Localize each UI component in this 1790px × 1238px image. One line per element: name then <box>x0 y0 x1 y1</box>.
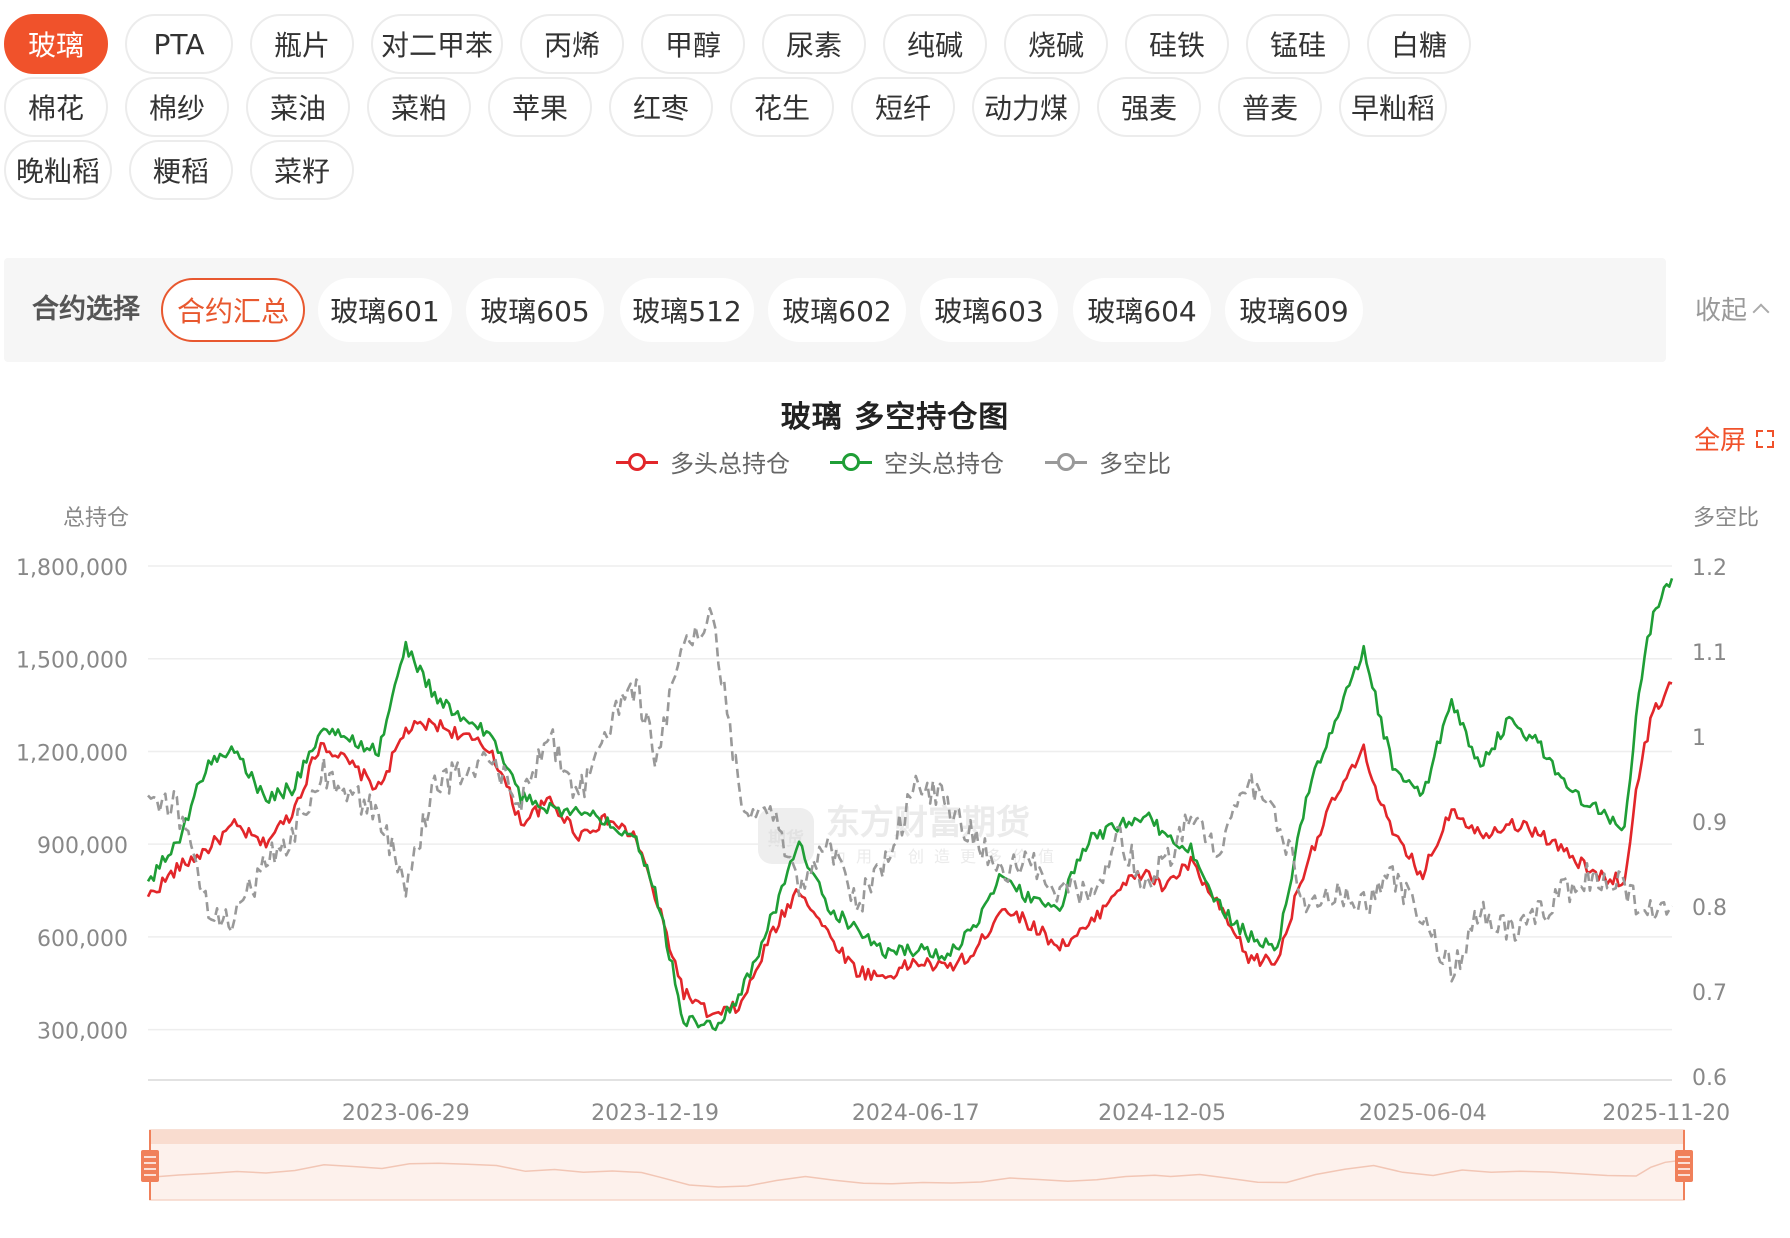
watermark-brand: 东方财富期货 <box>826 803 1030 843</box>
legend-ratio[interactable]: 多空比 <box>1045 444 1171 479</box>
x-tick-label: 2025-11-20 <box>1602 1101 1730 1126</box>
contract-chip[interactable]: 玻璃601 <box>318 278 452 342</box>
contract-chip[interactable]: 玻璃602 <box>768 278 906 342</box>
chart-title: 玻璃 多空持仓图 <box>780 400 1010 435</box>
fullscreen-button[interactable]: 全屏 <box>1694 420 1775 457</box>
commodity-chip[interactable]: 早籼稻 <box>1339 77 1447 137</box>
series-line <box>146 577 1674 1032</box>
left-tick-label: 300,000 <box>37 1020 128 1045</box>
collapse-button[interactable]: 收起 <box>1695 290 1770 327</box>
contract-chip[interactable]: 玻璃512 <box>620 278 754 342</box>
right-tick-label: 1 <box>1692 726 1706 751</box>
legend-ratio-swatch <box>1045 452 1087 472</box>
contract-chip[interactable]: 合约汇总 <box>161 278 305 342</box>
series-line <box>146 681 1673 1019</box>
commodity-chip[interactable]: 普麦 <box>1218 77 1322 137</box>
legend-long-label: 多头总持仓 <box>670 450 790 478</box>
commodity-chip[interactable]: 棉花 <box>4 77 108 137</box>
watermark-logo <box>758 808 814 864</box>
chart-legend: 多头总持仓 空头总持仓 多空比 <box>0 444 1790 478</box>
commodity-chip[interactable]: 丙烯 <box>520 14 624 74</box>
legend-long-swatch <box>616 452 658 472</box>
commodity-chip[interactable]: 粳稻 <box>129 140 233 200</box>
legend-short[interactable]: 空头总持仓 <box>830 444 1004 479</box>
right-axis-title: 多空比 <box>1693 506 1759 531</box>
contract-chip[interactable]: 玻璃609 <box>1225 278 1363 342</box>
series-line <box>147 607 1674 983</box>
commodity-chip[interactable]: 红枣 <box>609 77 713 137</box>
commodity-chip[interactable]: 菜籽 <box>250 140 354 200</box>
commodity-chip[interactable]: 菜油 <box>246 77 350 137</box>
commodity-chip[interactable]: 甲醇 <box>641 14 745 74</box>
left-tick-label: 1,200,000 <box>16 741 128 766</box>
commodity-chip[interactable]: 玻璃 <box>4 14 108 74</box>
commodity-chip[interactable]: 白糖 <box>1367 14 1471 74</box>
zoom-drag-bar[interactable] <box>150 1130 1684 1144</box>
right-tick-label: 0.6 <box>1692 1066 1727 1091</box>
chart-axes: 1,800,000 1,500,000 1,200,000 900,000 600,00… <box>16 506 1759 1126</box>
legend-ratio-label: 多空比 <box>1099 450 1171 478</box>
legend-long[interactable]: 多头总持仓 <box>616 444 790 479</box>
collapse-label: 收起 <box>1695 296 1748 326</box>
left-tick-label: 600,000 <box>37 927 128 952</box>
x-tick-label: 2023-06-29 <box>342 1101 470 1126</box>
commodity-chip[interactable]: 晚籼稻 <box>4 140 112 200</box>
left-tick-label: 1,800,000 <box>16 556 128 581</box>
zoom-handle-left[interactable] <box>141 1130 159 1200</box>
commodity-chip[interactable]: 苹果 <box>488 77 592 137</box>
commodity-chip[interactable]: 动力煤 <box>972 77 1080 137</box>
commodity-chip[interactable]: 棉纱 <box>125 77 229 137</box>
zoom-slider[interactable] <box>141 1129 1693 1201</box>
commodity-chip[interactable]: 强麦 <box>1097 77 1201 137</box>
left-axis-title: 总持仓 <box>63 506 129 531</box>
right-tick-label: 1.1 <box>1692 641 1727 666</box>
x-tick-label: 2024-12-05 <box>1098 1101 1226 1126</box>
chart-series <box>146 577 1674 1032</box>
legend-short-swatch <box>830 452 872 472</box>
chart-grid <box>148 565 1672 1031</box>
x-tick-label: 2024-06-17 <box>852 1101 980 1126</box>
contract-chip[interactable]: 玻璃603 <box>920 278 1058 342</box>
left-tick-label: 1,500,000 <box>16 649 128 674</box>
x-tick-label: 2025-06-04 <box>1359 1101 1487 1126</box>
right-tick-label: 0.9 <box>1692 811 1727 836</box>
commodity-chip[interactable]: 硅铁 <box>1125 14 1229 74</box>
right-tick-label: 0.7 <box>1692 981 1727 1006</box>
commodity-chip[interactable]: 烧碱 <box>1004 14 1108 74</box>
contract-select-label: 合约选择 <box>32 294 140 325</box>
contract-chip[interactable]: 玻璃604 <box>1073 278 1211 342</box>
fullscreen-label: 全屏 <box>1694 426 1747 456</box>
left-tick-label: 900,000 <box>37 834 128 859</box>
commodity-chip[interactable]: 纯碱 <box>883 14 987 74</box>
commodity-chip[interactable]: PTA <box>125 14 233 74</box>
commodity-chip[interactable]: 尿素 <box>762 14 866 74</box>
commodity-chip[interactable]: 花生 <box>730 77 834 137</box>
commodity-chip[interactable]: 瓶片 <box>250 14 354 74</box>
commodity-chip[interactable]: 短纤 <box>851 77 955 137</box>
commodity-chip[interactable]: 锰硅 <box>1246 14 1350 74</box>
legend-short-label: 空头总持仓 <box>884 450 1004 478</box>
expand-icon <box>1756 429 1775 448</box>
commodity-chip[interactable]: 对二甲苯 <box>371 14 503 74</box>
contract-chip[interactable]: 玻璃605 <box>466 278 604 342</box>
contract-selector: 合约选择 合约汇总 玻璃601 玻璃605 玻璃512 玻璃602 玻璃603 玻璃604 玻… <box>4 258 1666 362</box>
commodity-chip[interactable]: 菜粕 <box>367 77 471 137</box>
right-tick-label: 1.2 <box>1692 556 1727 581</box>
zoom-mini-line <box>149 1159 1685 1188</box>
zoom-handle-right[interactable] <box>1675 1130 1693 1200</box>
right-tick-label: 0.8 <box>1692 896 1727 921</box>
x-tick-label: 2023-12-19 <box>591 1101 719 1126</box>
chevron-up-icon <box>1752 303 1770 320</box>
